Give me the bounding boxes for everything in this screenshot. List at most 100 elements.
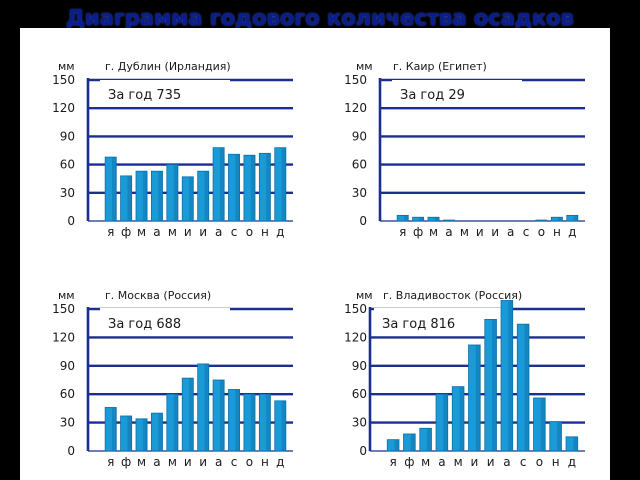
chart-2-xtick-label: о <box>538 225 545 239</box>
chart-1-bar-shade <box>173 164 178 221</box>
chart-4-bar-shade <box>427 428 432 451</box>
chart-1-xtick-label: о <box>246 225 253 239</box>
chart-1-bar <box>258 152 271 222</box>
chart-2-xtick-label: м <box>429 225 438 239</box>
chart-4-bar-shade <box>508 300 513 451</box>
chart-3-bar-shade <box>158 413 163 451</box>
chart-3-ytick-label: 0 <box>67 444 75 458</box>
chart-1-bar-shade <box>127 175 132 221</box>
chart-2-bar <box>427 216 440 222</box>
chart-2-bar <box>566 214 579 222</box>
chart-4-ytick-label: 0 <box>359 444 367 458</box>
chart-3-bar-shade <box>204 363 209 451</box>
chart-3-bar <box>151 412 163 452</box>
chart-2-bar-shade <box>404 215 409 221</box>
chart-1-xtick-label: а <box>215 225 222 239</box>
chart-3-xtick-label: м <box>168 455 177 469</box>
chart-2-xtick-label: м <box>460 225 469 239</box>
chart-2-xtick-label: н <box>553 225 561 239</box>
chart-4-bar <box>516 323 530 452</box>
chart-1-bar <box>181 176 194 222</box>
chart-3-bar <box>212 379 225 452</box>
chart-1-bar <box>274 147 287 222</box>
chart-2-bar-shade <box>419 217 424 221</box>
chart-2-bar <box>396 214 409 222</box>
chart-4-xtick-label: ф <box>404 455 414 469</box>
chart-2-bar <box>535 219 548 222</box>
chart-1-xtick-label: м <box>168 225 177 239</box>
chart-2-bar <box>550 216 563 222</box>
chart-4-bar-shade <box>394 439 399 451</box>
chart-3-ytick-label: 90 <box>60 359 75 373</box>
chart-4-xtick-label: а <box>503 455 510 469</box>
chart-4-ytick-label: 120 <box>344 330 367 344</box>
chart-3-bar <box>197 363 210 452</box>
chart-4-bar-shade <box>492 319 497 451</box>
chart-3-xtick-label: а <box>215 455 222 469</box>
chart-1-bar-shade <box>250 155 256 221</box>
chart-4-ylabel: мм <box>356 289 373 302</box>
chart-1-xtick-label: м <box>137 225 146 239</box>
chart-4-bar <box>565 436 579 452</box>
chart-1-annotation: За год 735 <box>108 88 181 103</box>
chart-1-xtick-label: ф <box>121 225 131 239</box>
chart-1-xtick-label: н <box>261 225 269 239</box>
chart-2-ytick-label: 30 <box>352 186 367 200</box>
chart-1-xtick-label: и <box>199 225 207 239</box>
chart-4-bar <box>533 397 546 452</box>
chart-2-bar-shade <box>573 215 578 221</box>
chart-1-bar-shade <box>281 147 286 221</box>
chart-4-bar <box>435 393 449 452</box>
chart-3-bar-shade <box>127 415 132 451</box>
chart-1-bar-shade <box>142 171 148 221</box>
chart-3-ytick-label: 120 <box>52 330 75 344</box>
chart-1-bar-shade <box>266 153 271 221</box>
chart-4-bar-shade <box>524 324 529 451</box>
chart-2-xtick-label: и <box>476 225 484 239</box>
chart-4-bar <box>549 421 562 452</box>
chart-1-bar-shade <box>219 147 225 221</box>
chart-2-annotation: За год 29 <box>400 88 465 103</box>
chart-4-bar <box>484 319 497 452</box>
chart-4-bar <box>468 344 481 452</box>
chart-3-xtick-label: д <box>276 455 284 469</box>
chart-3-ytick-label: 60 <box>60 387 75 401</box>
chart-4-xtick-label: о <box>536 455 543 469</box>
chart-3-bar <box>228 389 240 452</box>
chart-1-bar <box>135 170 148 222</box>
chart-4-bar-shade <box>459 386 464 451</box>
chart-4-xtick-label: с <box>520 455 527 469</box>
chart-4-ytick-label: 30 <box>352 416 367 430</box>
chart-4-bar <box>403 433 416 452</box>
chart-3-bar-shade <box>173 394 178 451</box>
chart-1-xtick-label: а <box>153 225 160 239</box>
chart-1-bar <box>104 156 117 222</box>
chart-2-xtick-label: и <box>491 225 499 239</box>
chart-3-bar-shade <box>189 378 194 451</box>
chart-1-annotation-bg <box>100 80 230 102</box>
chart-3-bar-shade <box>219 380 225 451</box>
chart-2-ytick-label: 60 <box>352 158 367 172</box>
chart-1-bar <box>151 170 163 222</box>
chart-2-bar-shade <box>434 217 440 221</box>
chart-1-xtick-label: с <box>231 225 238 239</box>
chart-2-title: г. Каир (Египет) <box>393 60 487 73</box>
chart-4-xtick-label: н <box>552 455 560 469</box>
chart-2-xtick-label: д <box>568 225 576 239</box>
chart-4-bar-shade <box>557 421 562 451</box>
chart-4-xtick-label: и <box>487 455 495 469</box>
chart-1-xtick-label: и <box>184 225 192 239</box>
chart-3-bar <box>135 418 148 452</box>
chart-4-xtick-label: м <box>421 455 430 469</box>
chart-4-ytick-label: 150 <box>344 302 367 316</box>
chart-2-ytick-label: 0 <box>359 214 367 228</box>
chart-1-bar-shade <box>189 176 194 221</box>
chart-4-annotation: За год 816 <box>382 317 455 332</box>
chart-3-xtick-label: я <box>107 455 114 469</box>
chart-4-bar-shade <box>573 436 578 451</box>
chart-4-bar <box>500 300 514 452</box>
chart-4-bar <box>451 386 465 452</box>
chart-4-xtick-label: м <box>454 455 463 469</box>
chart-3-bar <box>181 377 194 452</box>
chart-1-bar-shade <box>235 154 240 221</box>
